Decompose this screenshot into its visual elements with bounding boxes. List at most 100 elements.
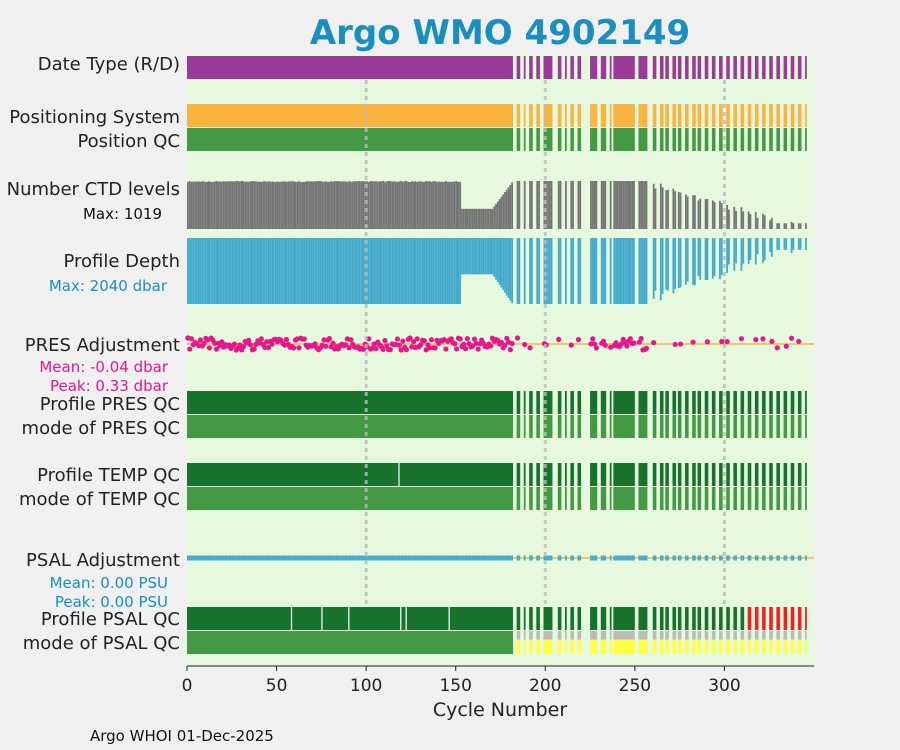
temp-qc-segment [672,463,677,486]
temp-mode-segment [665,487,669,510]
ctd-levels-bar [190,181,193,229]
profile-depth-bar [326,238,329,304]
psal-adjustment-point [208,555,211,561]
psal-qc-bad-segment [783,607,788,630]
psal-adjustment-point [434,555,437,561]
pres-adjustment-point [457,336,463,342]
ctd-levels-bar [432,181,435,229]
profile-depth-bar [323,238,325,304]
position-qc-segment [754,128,759,151]
positioning-system-segment [672,104,677,127]
profile-depth-bar [511,238,514,304]
psal-adjustment-point [548,555,551,561]
profile-depth-bar [645,238,648,304]
psal-adjustment-point [231,555,234,561]
psal-mode-probgood-segment [776,639,780,654]
psal-mode-probbad-segment [805,631,807,640]
ctd-levels-bar [487,208,490,229]
pres-mode-segment [543,415,553,438]
positioning-system-segment [762,104,766,127]
ctd-levels-bar [547,181,549,229]
ctd-max-note: Max: 1019 [83,205,162,223]
profile-depth-bar [711,238,714,279]
psal-adjustment-point [348,555,351,561]
pres-mode-segment [783,415,788,438]
ctd-levels-bar [430,181,433,229]
ctd-levels-bar [280,181,282,229]
psal-mode-probbad-segment [726,631,730,640]
ctd-levels-bar [228,181,230,229]
psal-mode-probgood-segment [747,639,752,654]
ctd-levels-bar [194,181,196,229]
psal-adjustment-point [421,555,424,561]
pres-mode-segment [609,415,612,438]
profile-depth-bar [642,238,644,304]
temp-qc-segment [187,463,514,486]
psal-adjustment-point [523,555,526,561]
temp-mode-segment [516,487,521,510]
psal-qc-segment [711,607,716,630]
psal-mode-probbad-segment [719,631,723,640]
date-type-segment [776,56,780,79]
profile-depth-bar [416,238,419,304]
pres-qc-segment [726,391,730,414]
position-qc-segment [609,128,612,151]
psal-adjustment-point [667,555,669,561]
psal-adjustment-point [790,555,793,561]
ctd-levels-bar [283,181,286,229]
profile-depth-bar [314,238,316,304]
temp-qc-segment [692,463,696,486]
ctd-levels-bar [360,181,363,229]
ctd-levels-bar [625,181,628,229]
ctd-levels-bar [222,181,225,229]
psal-mode-probbad-segment [609,631,612,640]
ctd-levels-bar [192,181,195,229]
ctd-levels-bar [416,181,419,229]
position-qc-segment [733,128,737,151]
pres-adjustment-point [677,341,684,347]
psal-adjustment-point [403,555,406,561]
profile-depth-bar [740,238,743,271]
ctd-levels-bar [436,181,438,229]
date-type-segment [672,56,677,79]
pres-adjustment-point [704,339,711,345]
psal-adjustment-point [269,555,272,561]
ctd-levels-bar [470,208,472,229]
ctd-levels-bar [444,181,447,229]
temp-mode-segment [740,487,745,510]
profile-depth-bar [190,238,193,304]
ctd-levels-bar [797,223,800,229]
psal-qc-flag-mark [290,607,293,630]
position-qc-segment [187,128,514,151]
date-type-segment [740,56,745,79]
ctd-levels-bar [312,181,315,229]
psal-adjustment-point [407,555,410,561]
psal-qc-bad-segment [797,607,802,630]
temp-mode-segment [733,487,737,510]
ctd-levels-bar [199,181,202,229]
profile-depth-bar [376,238,379,304]
x-tick-label: 0 [182,676,193,696]
position-qc-segment [613,128,635,151]
psal-adjustment-point [219,555,222,561]
ctd-levels-bar [256,181,259,229]
psal-adjustment-point [215,555,218,561]
profile-depth-bar [335,238,338,304]
psal-adjustment-point [418,555,420,561]
profile-depth-bar [697,238,700,276]
ctd-levels-bar [462,208,465,229]
psal-mode-probgood-segment [529,639,533,654]
profile-depth-bar [665,238,668,290]
psal-qc-flag-mark [400,607,402,630]
ctd-levels-bar [652,183,655,229]
psal-adjustment-point [249,555,252,561]
position-qc-segment [564,128,567,151]
profile-depth-bar [358,238,361,304]
profile-depth-bar [219,238,222,304]
psal-adjustment-point [475,555,478,561]
profile-depth-bar [434,238,437,304]
psal-adjustment-point [629,555,632,561]
profile-depth-bar [237,238,239,304]
psal-adjustment-point [441,555,444,561]
psal-adjustment-point [201,555,204,561]
